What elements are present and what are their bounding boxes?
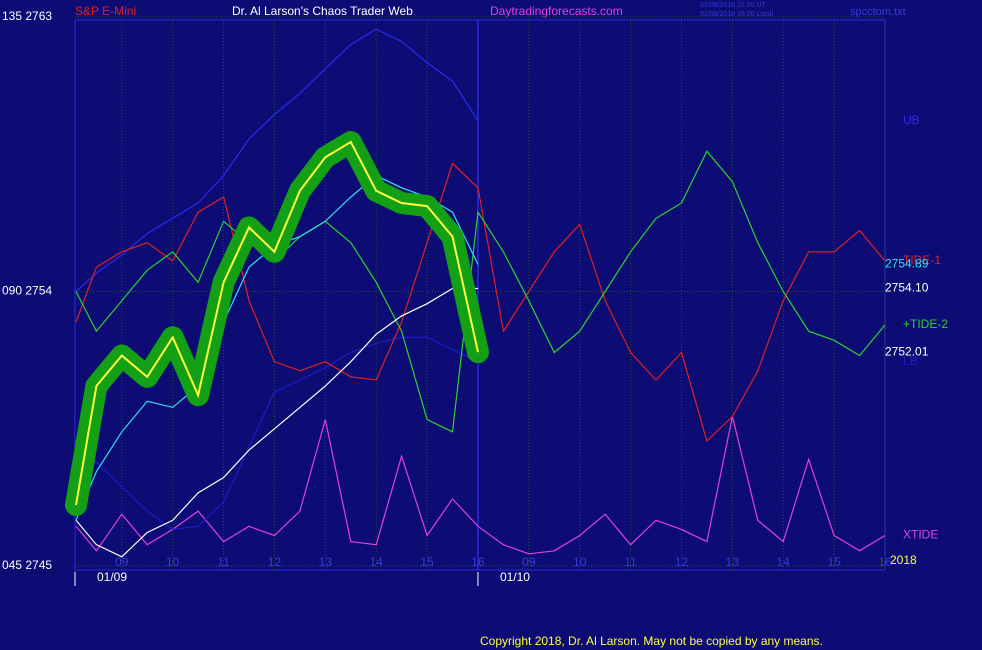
last-value-label: 2752.01 bbox=[885, 344, 929, 358]
x-tick-label: 15 bbox=[420, 555, 434, 569]
series-line bbox=[75, 150, 886, 433]
x-tick-label: 09 bbox=[522, 555, 536, 569]
x-tick-label: 12 bbox=[268, 555, 282, 569]
series-line bbox=[75, 28, 479, 292]
series-line bbox=[75, 336, 479, 531]
y-tick-label: 045 2745 bbox=[2, 558, 52, 572]
chart-title: Dr. Al Larson's Chaos Trader Web bbox=[232, 4, 413, 18]
series-name: XTIDE bbox=[903, 528, 938, 542]
x-tick-label: 13 bbox=[319, 555, 333, 569]
last-value-label: 2754.89 bbox=[885, 257, 929, 271]
series-line bbox=[75, 287, 478, 558]
x-tick-label: 13 bbox=[726, 555, 740, 569]
series-name: +TIDE-2 bbox=[903, 317, 948, 331]
x-tick-label: 10 bbox=[573, 555, 587, 569]
website: Daytradingforecasts.com bbox=[490, 4, 623, 18]
symbol: S&P E-Mini bbox=[75, 4, 136, 18]
series-line bbox=[75, 162, 886, 443]
plot-frame bbox=[74, 19, 886, 571]
series-name: LB bbox=[903, 354, 918, 368]
year: 2018 bbox=[890, 553, 917, 567]
timestamp: 01/09/2018 16:20 Local bbox=[700, 11, 774, 18]
x-tick-label: 15 bbox=[827, 555, 841, 569]
last-value-label: 2754.10 bbox=[885, 281, 929, 295]
x-tick-label: 14 bbox=[777, 555, 791, 569]
day-label: 01/10 bbox=[500, 570, 530, 584]
series-line bbox=[75, 416, 886, 555]
x-tick-label: 14 bbox=[370, 555, 384, 569]
timestamp: 01/08/2018 21:20 UT bbox=[700, 2, 766, 9]
x-tick-label: 09 bbox=[115, 555, 129, 569]
y-tick-label: 135 2763 bbox=[2, 9, 52, 23]
copyright: Copyright 2018, Dr. Al Larson. May not b… bbox=[480, 634, 823, 648]
series-name: UB bbox=[903, 113, 920, 127]
series-line bbox=[75, 140, 479, 506]
x-tick-label: 16 bbox=[878, 555, 892, 569]
file-name: spcctom.txt bbox=[850, 6, 906, 18]
y-tick-label: 090 2754 bbox=[2, 284, 52, 298]
series-name: TIDE-1 bbox=[903, 253, 941, 267]
day-label: 01/09 bbox=[97, 570, 127, 584]
x-tick-label: 11 bbox=[624, 555, 637, 569]
x-tick-label: 11 bbox=[217, 555, 230, 569]
x-tick-label: 12 bbox=[675, 555, 689, 569]
x-tick-label: 10 bbox=[166, 555, 180, 569]
